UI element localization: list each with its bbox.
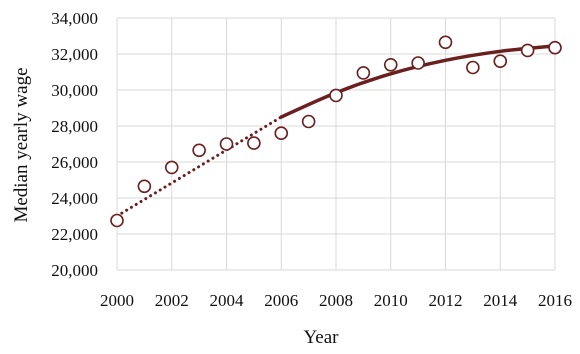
y-tick-label: 34,000 — [51, 9, 98, 28]
data-point — [356, 66, 371, 80]
x-tick-label: 2016 — [538, 291, 572, 310]
y-tick-label: 32,000 — [51, 45, 98, 64]
data-point — [438, 35, 453, 50]
y-axis-ticks: 20,000 22,000 24,000 26,000 28,000 30,000 32,0… — [51, 9, 98, 280]
x-axis-title: Year — [303, 327, 339, 348]
y-tick-label: 20,000 — [51, 261, 98, 280]
data-point — [274, 126, 289, 140]
data-point — [137, 179, 152, 194]
y-tick-label: 30,000 — [51, 81, 98, 100]
x-tick-label: 2008 — [319, 291, 353, 310]
data-point — [520, 43, 535, 58]
data-point — [383, 58, 398, 72]
x-axis-ticks: 2000 2002 2004 2006 2008 2010 2012 2014 2016 — [100, 291, 572, 310]
x-tick-label: 2010 — [374, 291, 408, 310]
data-point — [493, 54, 508, 69]
y-tick-label: 24,000 — [51, 189, 98, 208]
data-point — [548, 40, 562, 55]
data-point — [164, 160, 179, 175]
data-point — [247, 136, 261, 150]
data-point — [192, 143, 206, 158]
data-point — [329, 88, 343, 103]
x-tick-label: 2012 — [429, 291, 463, 310]
x-tick-label: 2014 — [483, 291, 518, 310]
y-axis-title: Median yearly wage — [11, 67, 32, 222]
y-tick-label: 28,000 — [51, 117, 98, 136]
x-tick-label: 2006 — [264, 291, 298, 310]
data-point — [110, 213, 124, 228]
x-tick-label: 2002 — [155, 291, 189, 310]
data-point — [466, 60, 480, 75]
x-tick-label: 2000 — [100, 291, 134, 310]
data-point — [301, 114, 316, 129]
x-tick-label: 2004 — [210, 291, 245, 310]
gridlines — [116, 17, 556, 271]
data-point — [219, 137, 234, 151]
trend-line-dotted — [115, 115, 283, 218]
y-tick-label: 26,000 — [51, 153, 98, 172]
data-point — [411, 56, 425, 70]
y-tick-label: 22,000 — [51, 225, 98, 244]
data-points — [110, 35, 562, 228]
